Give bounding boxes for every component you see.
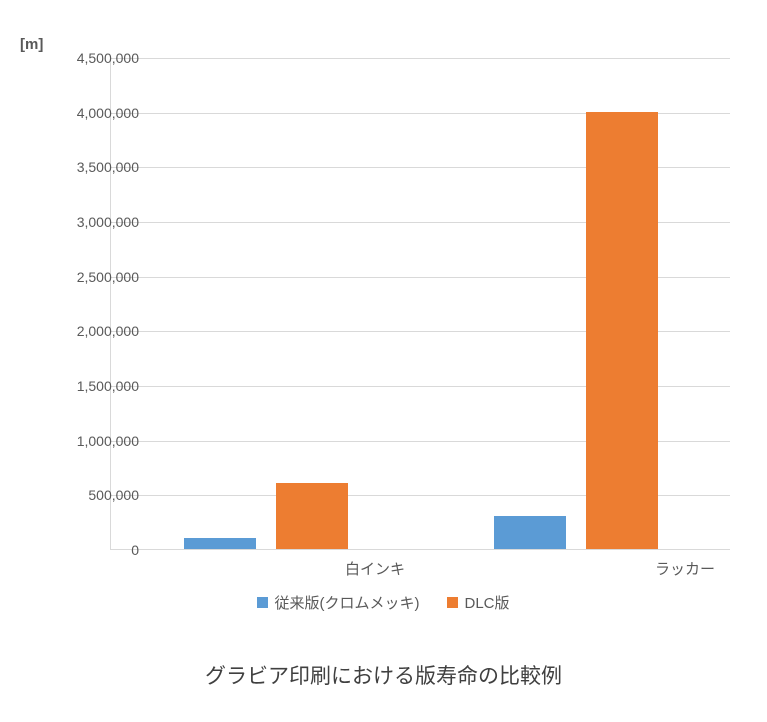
bar [276, 483, 348, 549]
bar [586, 112, 658, 549]
ytick-label: 2,000,000 [49, 324, 139, 338]
xtick-label: 白インキ [315, 558, 435, 579]
ytick-label: 3,000,000 [49, 215, 139, 229]
legend-swatch-1 [447, 597, 458, 608]
legend-label-0: 従来版(クロムメッキ) [274, 592, 419, 613]
ytick-label: 4,500,000 [49, 51, 139, 65]
ytick-label: 4,000,000 [49, 106, 139, 120]
chart-container: [m] 白インキラッカー 従来版(クロムメッキ) DLC版 グラビア印刷における… [0, 0, 767, 722]
legend-label-1: DLC版 [464, 592, 509, 613]
chart-caption: グラビア印刷における版寿命の比較例 [0, 660, 767, 690]
ytick-label: 0 [49, 543, 139, 557]
legend: 従来版(クロムメッキ) DLC版 [0, 592, 767, 613]
gridline [111, 58, 730, 59]
ytick-label: 3,500,000 [49, 160, 139, 174]
ytick-label: 1,000,000 [49, 434, 139, 448]
bar [494, 516, 566, 549]
legend-item-0: 従来版(クロムメッキ) [257, 592, 419, 613]
y-axis-unit: [m] [20, 36, 43, 53]
ytick-label: 1,500,000 [49, 379, 139, 393]
xtick-label: ラッカー [625, 558, 745, 579]
ytick-label: 500,000 [49, 488, 139, 502]
plot-region [110, 58, 730, 550]
bar [184, 538, 256, 549]
chart-plot-area: 白インキラッカー [110, 58, 730, 550]
ytick-label: 2,500,000 [49, 270, 139, 284]
legend-item-1: DLC版 [447, 592, 509, 613]
legend-swatch-0 [257, 597, 268, 608]
